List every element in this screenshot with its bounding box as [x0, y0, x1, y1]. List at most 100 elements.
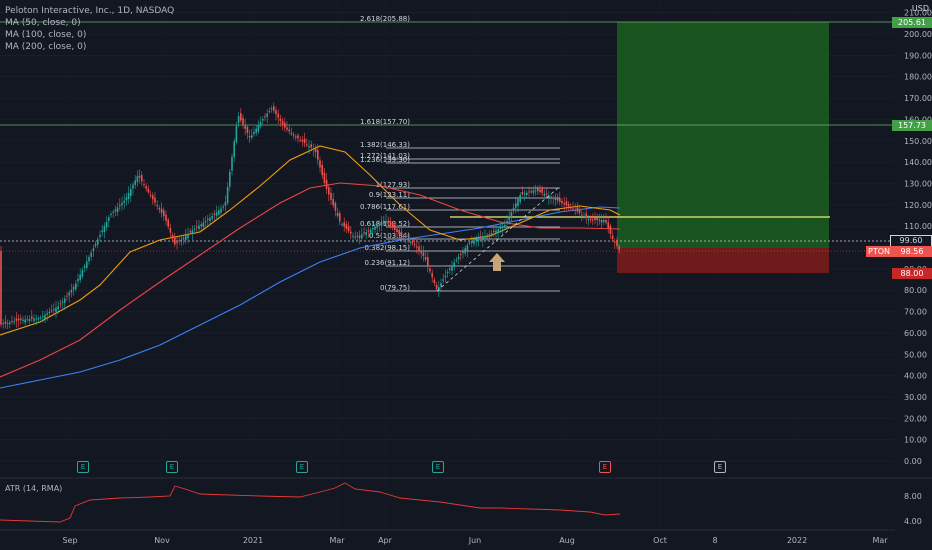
candle-body — [160, 208, 163, 213]
candle-body — [229, 171, 231, 187]
candle-body — [57, 306, 59, 310]
candle-body — [211, 216, 213, 219]
fib-level-label: 0.786(117.61) — [360, 203, 410, 211]
candle-body — [363, 232, 365, 234]
earnings-badge[interactable]: E — [599, 461, 611, 473]
candle-body — [422, 252, 425, 256]
candle-body — [369, 229, 372, 234]
candle-body — [539, 189, 541, 192]
time-tick-label: 8 — [712, 536, 717, 545]
candle-body — [420, 251, 422, 254]
candle-body — [273, 106, 275, 111]
price-tick-label: 60.00 — [904, 329, 927, 338]
candle-body — [259, 122, 262, 127]
earnings-badge[interactable]: E — [166, 461, 178, 473]
candle-body — [389, 221, 392, 226]
candle-body — [598, 219, 601, 221]
candle-body — [457, 256, 460, 260]
atr-legend[interactable]: ATR (14, RMA) — [5, 484, 63, 493]
earnings-badge[interactable]: E — [296, 461, 308, 473]
candle-body — [268, 111, 271, 113]
candle-body — [319, 160, 321, 168]
candle-body — [330, 192, 332, 200]
candle-body — [116, 207, 119, 213]
candle-body — [222, 206, 224, 208]
atr-tick-label: 4.00 — [904, 517, 922, 526]
candle-body — [607, 222, 609, 229]
candle-body — [233, 141, 235, 157]
candle-body — [464, 248, 466, 254]
time-tick-label: Aug — [559, 536, 575, 545]
candle-body — [61, 301, 64, 303]
candle-body — [143, 184, 145, 186]
time-tick-label: Apr — [378, 536, 393, 545]
earnings-badge[interactable]: E — [714, 461, 726, 473]
price-tick-label: 180.00 — [904, 73, 932, 82]
candle-body — [156, 205, 158, 207]
candle-body — [328, 187, 330, 195]
candle-body — [97, 239, 99, 245]
candle-body — [48, 311, 51, 314]
candle-body — [570, 207, 572, 209]
candle-body — [583, 216, 585, 217]
candle-body — [356, 235, 359, 237]
candle-body — [231, 156, 233, 171]
ma50-legend[interactable]: MA (50, close, 0) — [5, 18, 81, 28]
candle-body — [339, 213, 341, 222]
candle-body — [442, 279, 444, 281]
candle-body — [218, 210, 220, 215]
candle-body — [378, 223, 381, 226]
candle-body — [72, 286, 75, 290]
candle-body — [264, 116, 266, 118]
candle-body — [277, 113, 279, 118]
up-arrow-icon[interactable] — [489, 253, 505, 271]
candle-body — [15, 318, 18, 321]
ma200-legend[interactable]: MA (200, close, 0) — [5, 42, 87, 52]
loss-zone[interactable] — [617, 248, 829, 273]
candle-body — [589, 218, 592, 220]
candle-body — [334, 203, 337, 211]
candle-body — [121, 203, 123, 206]
chart-title[interactable]: Peloton Interactive, Inc., 1D, NASDAQ — [5, 6, 175, 16]
candle-body — [517, 199, 519, 206]
candle-body — [275, 110, 277, 115]
price-tick-label: 140.00 — [904, 158, 932, 167]
currency-label[interactable]: USD — [911, 4, 929, 13]
earnings-badge[interactable]: E — [432, 461, 444, 473]
candle-body — [158, 208, 161, 210]
candle-body — [554, 198, 557, 200]
candle-body — [145, 186, 147, 189]
fib-level-label: 0.236(91.12) — [364, 259, 410, 267]
candle-body — [288, 129, 290, 132]
candle-body — [407, 238, 409, 241]
candle-body — [127, 193, 130, 200]
candle-body — [479, 236, 482, 238]
candle-body — [59, 303, 62, 305]
candle-body — [242, 117, 244, 125]
candle-body — [297, 135, 299, 139]
profit-zone[interactable] — [617, 22, 829, 248]
candle-body — [325, 179, 328, 189]
candle-body — [257, 125, 260, 132]
price-tick-label: 110.00 — [904, 222, 932, 231]
candle-body — [6, 323, 9, 325]
candle-body — [561, 200, 563, 204]
candle-body — [286, 127, 288, 130]
candle-body — [462, 251, 464, 254]
candle-body — [163, 210, 165, 217]
price-axis[interactable]: 210.00 200.00 190.00 180.00 170.00 160.00 150.… — [904, 9, 932, 526]
fib-trend-line[interactable] — [436, 187, 559, 292]
candle-body — [460, 253, 462, 255]
candle-body — [585, 213, 587, 218]
candle-body — [66, 295, 68, 297]
time-axis[interactable]: Sep Nov 2021 Mar Apr Jun Aug Oct 8 2022 Mar — [62, 536, 888, 545]
candle-body — [138, 175, 141, 178]
fib-extension-tool[interactable]: 2.618(205.88) 1.618(157.70) 1.382(146.33) 1… — [360, 15, 560, 292]
candle-body — [182, 237, 185, 240]
fib-level-label: 1.236(139.30) — [360, 156, 410, 164]
candle-body — [581, 214, 583, 216]
candle-body — [563, 203, 565, 205]
earnings-badge[interactable]: E — [77, 461, 89, 473]
ma100-legend[interactable]: MA (100, close, 0) — [5, 30, 87, 40]
